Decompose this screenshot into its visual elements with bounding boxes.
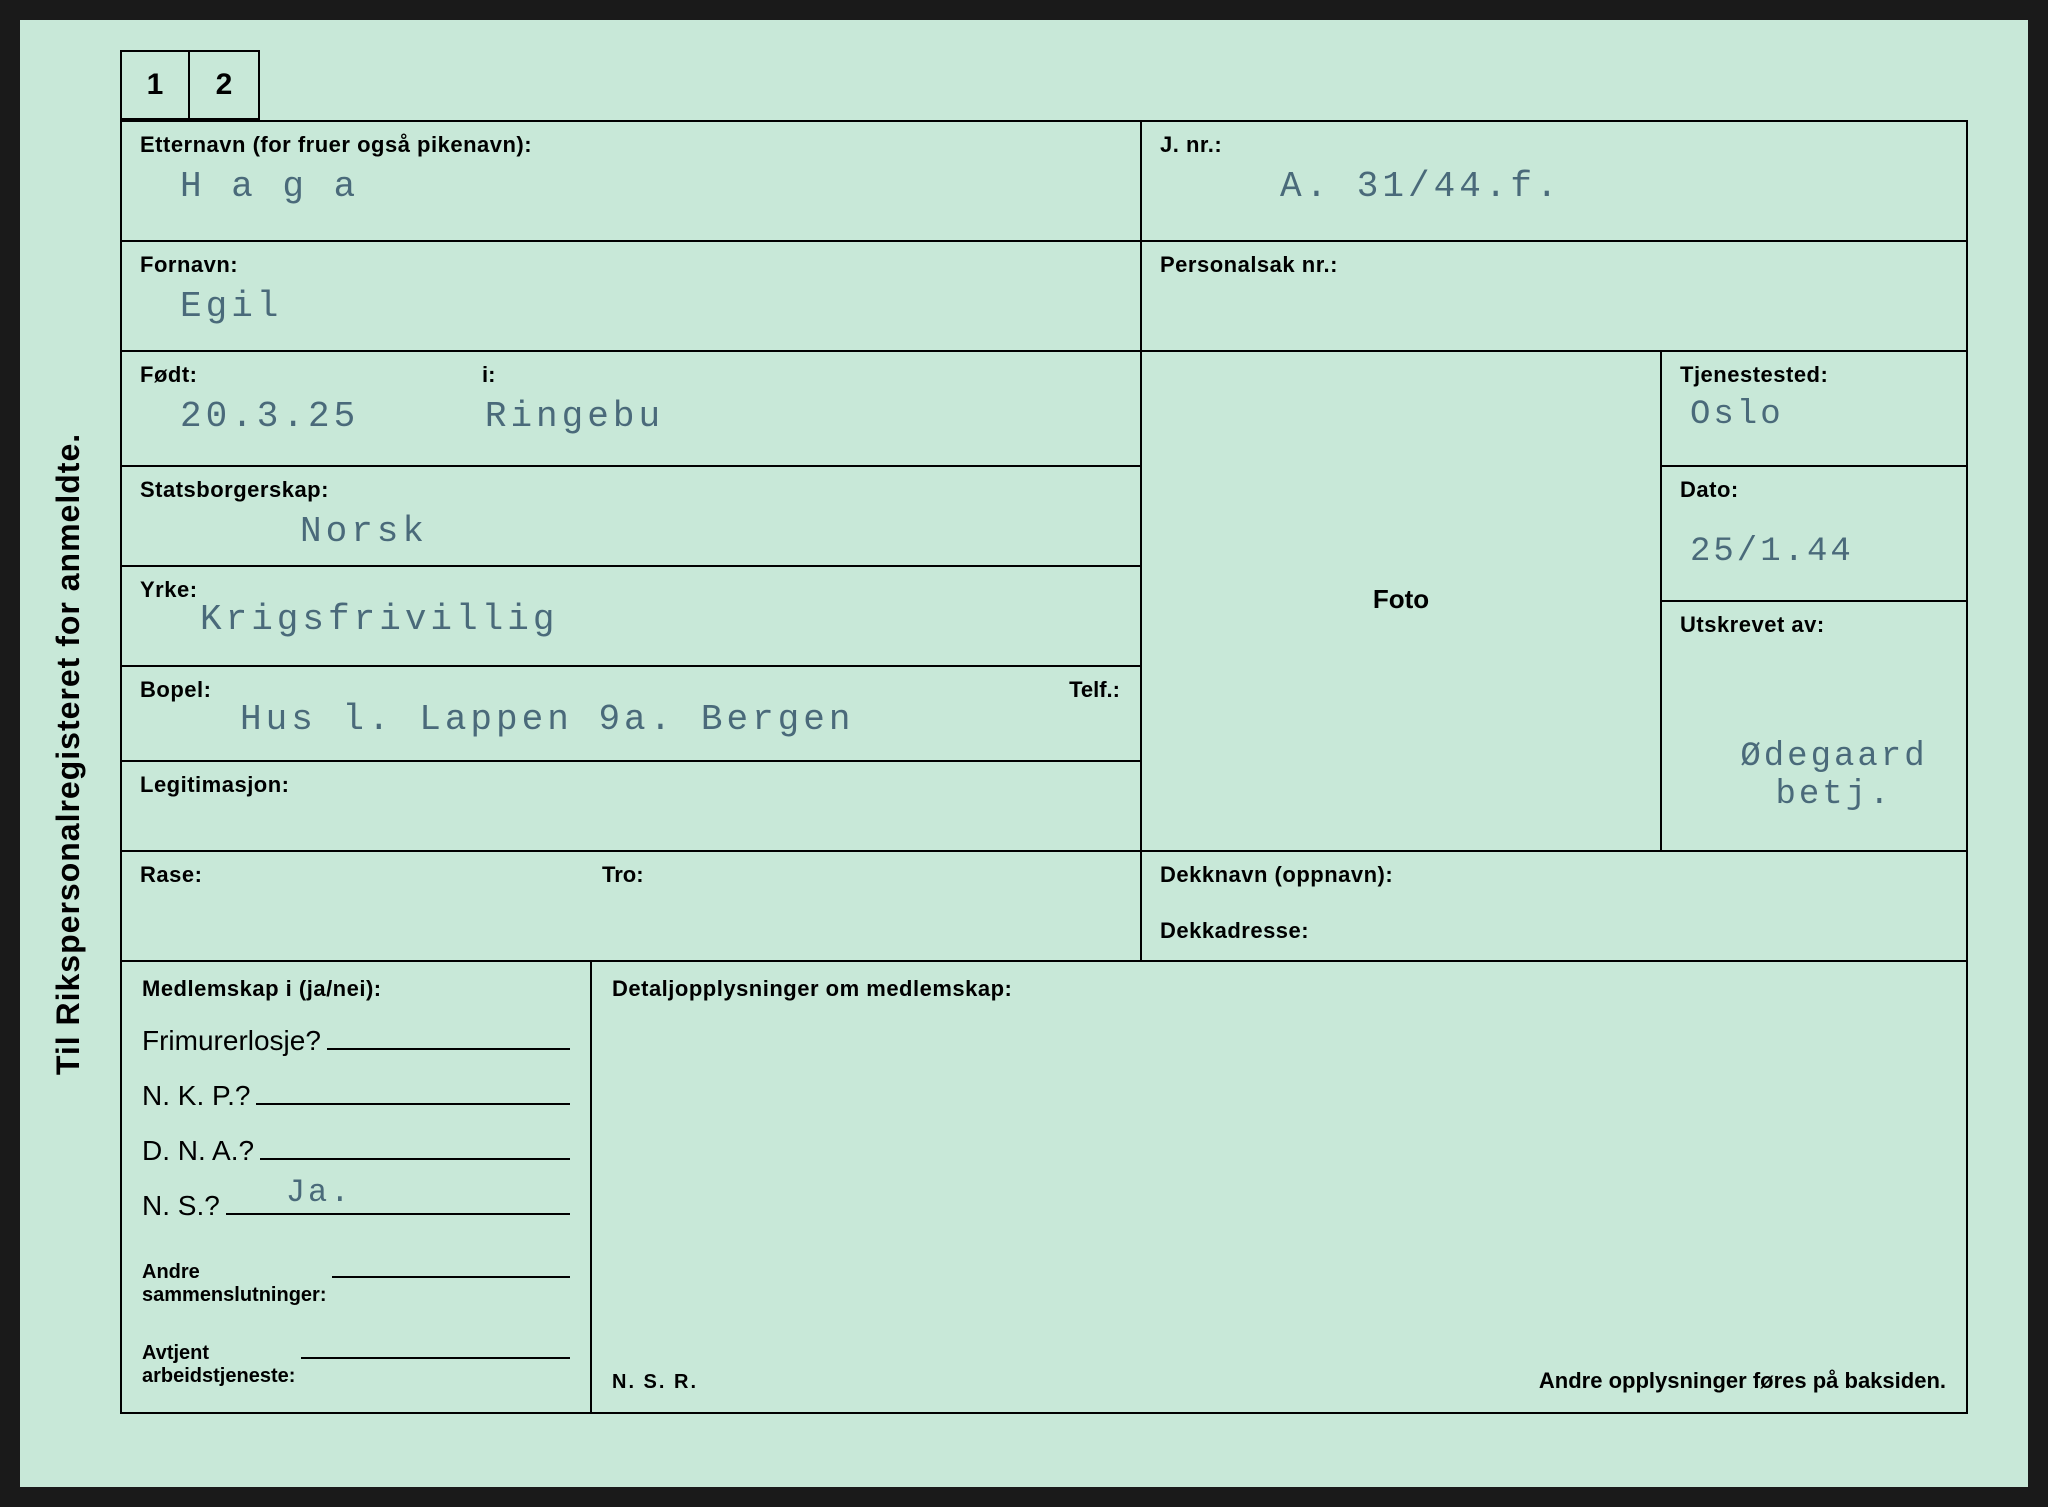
label-statsborgerskap: Statsborgerskap: <box>140 477 1122 503</box>
label-frimurer: Frimurerlosje? <box>142 1025 321 1057</box>
value-statsborgerskap: Norsk <box>140 511 1122 552</box>
field-rase-tro: Rase: Tro: <box>122 852 1142 962</box>
value-utskrevet-line2: betj. <box>1720 776 1948 814</box>
field-tjenestested: Tjenestested: Oslo <box>1662 352 1966 467</box>
membership-right: Detaljopplysninger om medlemskap: N. S. … <box>592 962 1966 1412</box>
label-andre-samm: Andre sammenslutninger: <box>142 1261 326 1307</box>
mem-andre: Andre sammenslutninger: <box>142 1250 570 1307</box>
field-bopel: Bopel: Telf.: Hus l. Lappen 9a. Bergen <box>122 667 1142 762</box>
mem-avtjent: Avtjent arbeidstjeneste: <box>142 1331 570 1388</box>
value-tjenestested: Oslo <box>1680 396 1948 434</box>
value-utskrevet-line1: Ødegaard <box>1720 738 1948 776</box>
value-dato: 25/1.44 <box>1680 533 1948 571</box>
label-telf: Telf.: <box>1069 677 1120 703</box>
field-foto: Foto <box>1142 352 1662 852</box>
label-fodt: Født: <box>140 362 197 387</box>
document-card: Til Rikspersonalregisteret for anmeldte.… <box>20 20 2028 1487</box>
field-utskrevet: Utskrevet av: Ødegaard betj. <box>1662 602 1966 852</box>
mem-frimurer: Frimurerlosje? <box>142 1022 570 1057</box>
label-utskrevet: Utskrevet av: <box>1680 612 1948 638</box>
mem-dna: D. N. A.? <box>142 1132 570 1167</box>
tab-2: 2 <box>190 50 260 120</box>
value-jnr: A. 31/44.f. <box>1160 166 1948 207</box>
tab-row: 1 2 <box>120 70 1968 120</box>
label-detalj: Detaljopplysninger om medlemskap: <box>612 976 1946 1002</box>
field-dato: Dato: 25/1.44 <box>1662 467 1966 602</box>
label-fornavn: Fornavn: <box>140 252 1122 278</box>
label-jnr: J. nr.: <box>1160 132 1948 158</box>
label-dna: D. N. A.? <box>142 1135 254 1167</box>
label-tjenestested: Tjenestested: <box>1680 362 1948 388</box>
value-etternavn: H a g a <box>140 166 1122 207</box>
mem-ns: N. S.? Ja. <box>142 1187 570 1222</box>
mem-nkp: N. K. P.? <box>142 1077 570 1112</box>
label-fodt-i: i: <box>482 362 495 388</box>
membership-left: Medlemskap i (ja/nei): Frimurerlosje? N.… <box>122 962 592 1412</box>
label-ns: N. S.? <box>142 1190 220 1222</box>
field-legitimasjon: Legitimasjon: <box>122 762 1142 852</box>
label-nsr: N. S. R. <box>612 1371 698 1394</box>
field-yrke: Yrke: Krigsfrivillig <box>122 567 1142 667</box>
label-medlemskap: Medlemskap i (ja/nei): <box>142 976 570 1002</box>
label-rase: Rase: <box>140 862 202 887</box>
label-dekknavn: Dekknavn (oppnavn): <box>1160 862 1948 888</box>
value-fodt-place: Ringebu <box>485 396 664 437</box>
label-bopel: Bopel: <box>140 677 211 702</box>
label-dato: Dato: <box>1680 477 1948 503</box>
value-fodt-date: 20.3.25 <box>180 396 359 437</box>
label-dekkadresse: Dekkadresse: <box>1160 918 1948 944</box>
label-tro: Tro: <box>602 862 644 888</box>
label-avtjent: Avtjent arbeidstjeneste: <box>142 1342 295 1388</box>
label-legitimasjon: Legitimasjon: <box>140 772 1122 798</box>
field-fodt: Født: i: 20.3.25 Ringebu <box>122 352 1142 467</box>
vertical-title: Til Rikspersonalregisteret for anmeldte. <box>50 432 87 1074</box>
label-baksiden: Andre opplysninger føres på baksiden. <box>1539 1368 1946 1394</box>
membership-section: Medlemskap i (ja/nei): Frimurerlosje? N.… <box>122 962 1966 1412</box>
field-jnr: J. nr.: A. 31/44.f. <box>1142 122 1966 242</box>
value-bopel: Hus l. Lappen 9a. Bergen <box>140 699 1122 740</box>
field-fornavn: Fornavn: Egil <box>122 242 1142 352</box>
value-ns: Ja. <box>286 1174 353 1211</box>
form-card: Etternavn (for fruer også pikenavn): H a… <box>120 120 1968 1414</box>
value-yrke: Krigsfrivillig <box>140 599 1122 640</box>
value-fornavn: Egil <box>140 286 1122 327</box>
tab-1: 1 <box>120 50 190 120</box>
field-dekk: Dekknavn (oppnavn): Dekkadresse: <box>1142 852 1966 962</box>
field-personalsak: Personalsak nr.: <box>1142 242 1966 352</box>
field-statsborgerskap: Statsborgerskap: Norsk <box>122 467 1142 567</box>
value-utskrevet: Ødegaard betj. <box>1680 738 1948 814</box>
label-personalsak: Personalsak nr.: <box>1160 252 1948 278</box>
label-foto: Foto <box>1373 584 1429 615</box>
field-etternavn: Etternavn (for fruer også pikenavn): H a… <box>122 122 1142 242</box>
value-fodt: 20.3.25 Ringebu <box>140 396 1122 437</box>
label-nkp: N. K. P.? <box>142 1080 250 1112</box>
label-etternavn: Etternavn (for fruer også pikenavn): <box>140 132 1122 158</box>
